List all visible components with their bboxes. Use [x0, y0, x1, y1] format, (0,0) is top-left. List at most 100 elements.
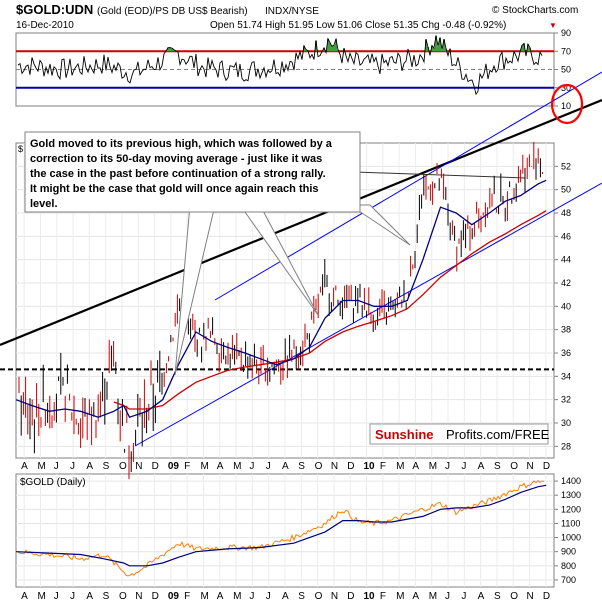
price-tick-label: 40 — [561, 301, 571, 311]
watermark: © StockCharts.com — [492, 5, 578, 16]
chg-down-icon: ▼ — [549, 21, 557, 30]
gold-tick-label: 1300 — [561, 490, 581, 500]
rsi-tick-label: 50 — [561, 65, 571, 75]
gold-x-tick-label: S — [494, 591, 501, 602]
price-tick-label: 52 — [561, 161, 571, 171]
gold-x-tick-label: J — [461, 591, 466, 602]
gold-x-tick-label: N — [331, 591, 338, 602]
gold-x-tick-label: F — [380, 591, 386, 602]
gold-x-tick-label: J — [249, 591, 254, 602]
gold-x-tick-label: S — [103, 591, 110, 602]
x-tick-label: M — [200, 461, 208, 472]
gold-x-tick-label: J — [445, 591, 450, 602]
gold-x-tick-label: J — [70, 591, 75, 602]
x-tick-label: J — [266, 461, 271, 472]
rsi-overbought-fill — [441, 50, 443, 51]
price-tick-label: 34 — [561, 371, 571, 381]
gold-x-tick-label: F — [184, 591, 190, 602]
gold-x-tick-label: A — [86, 591, 93, 602]
x-tick-label: M — [396, 461, 404, 472]
x-tick-label: A — [21, 461, 28, 472]
x-tick-label: M — [429, 461, 437, 472]
x-tick-label: S — [494, 461, 501, 472]
price-tick-label: 32 — [561, 395, 571, 405]
chart-date: 16-Dec-2010 — [16, 20, 74, 31]
chart-exchange: INDX/NYSE — [265, 6, 319, 17]
gold-tick-label: 1200 — [561, 504, 581, 514]
x-tick-label: J — [461, 461, 466, 472]
x-tick-label: M — [233, 461, 241, 472]
x-tick-label: J — [54, 461, 59, 472]
annotation-line-1: Gold moved to its previous high, which w… — [30, 138, 333, 150]
gold-tick-label: 700 — [561, 575, 576, 585]
x-tick-label: O — [119, 461, 127, 472]
gold-x-tick-label: D — [152, 591, 159, 602]
x-tick-label: A — [86, 461, 93, 472]
rsi-overbought-fill — [331, 46, 333, 51]
gold-tick-label: 1400 — [561, 476, 581, 486]
price-tick-label: 50 — [561, 185, 571, 195]
x-tick-label: A — [217, 461, 224, 472]
rsi-tick-label: 70 — [561, 46, 571, 56]
price-tick-label: 42 — [561, 278, 571, 288]
x-tick-label: N — [331, 461, 338, 472]
price-tick-label: 36 — [561, 348, 571, 358]
gold-x-tick-label: 10 — [364, 591, 376, 602]
x-tick-label: M — [37, 461, 45, 472]
branding-sunshine: Sunshine — [375, 427, 434, 442]
gold-x-tick-label: O — [510, 591, 518, 602]
annotation-line-4: It might be the case that gold will once… — [30, 183, 319, 195]
price-currency-label: $ — [18, 144, 23, 154]
x-tick-label: F — [380, 461, 386, 472]
rsi-overbought-fill — [437, 46, 439, 51]
x-tick-label: F — [184, 461, 190, 472]
chart-description: (Gold (EOD)/PS DB US$ Bearish) — [97, 6, 248, 17]
price-tick-label: 30 — [561, 418, 571, 428]
gold-panel-label: $GOLD (Daily) — [20, 477, 86, 488]
gold-x-tick-label: O — [119, 591, 127, 602]
x-tick-label: 10 — [364, 461, 376, 472]
annotation-line-2: correction to its 50-day moving average … — [30, 153, 322, 165]
gold-x-tick-label: A — [217, 591, 224, 602]
gold-tick-label: 800 — [561, 561, 576, 571]
x-tick-label: J — [249, 461, 254, 472]
gold-x-tick-label: 09 — [168, 591, 180, 602]
rsi-tick-label: 10 — [561, 101, 571, 111]
gold-x-tick-label: S — [298, 591, 305, 602]
gold-tick-label: 1100 — [561, 518, 580, 528]
x-tick-label: D — [543, 461, 550, 472]
gold-x-tick-label: M — [396, 591, 404, 602]
chart-symbol: $GOLD:UDN — [16, 2, 93, 17]
x-tick-label: J — [70, 461, 75, 472]
gold-x-tick-label: M — [233, 591, 241, 602]
gold-x-tick-label: J — [54, 591, 59, 602]
x-tick-label: D — [347, 461, 354, 472]
price-tick-label: 48 — [561, 208, 571, 218]
price-tick-label: 38 — [561, 325, 571, 335]
gold-x-tick-label: O — [315, 591, 323, 602]
x-tick-label: 09 — [168, 461, 180, 472]
x-tick-label: J — [445, 461, 450, 472]
annotation-line-5: level. — [30, 198, 58, 210]
x-tick-label: N — [135, 461, 142, 472]
gold-x-tick-label: M — [429, 591, 437, 602]
gold-x-tick-label: D — [543, 591, 550, 602]
price-tick-label: 28 — [561, 441, 571, 451]
price-tick-label: 44 — [561, 255, 571, 265]
quote-line: Open 51.74 High 51.95 Low 51.06 Close 51… — [210, 20, 506, 31]
gold-x-tick-label: A — [478, 591, 485, 602]
x-tick-label: A — [412, 461, 419, 472]
x-tick-label: S — [103, 461, 110, 472]
x-tick-label: A — [282, 461, 289, 472]
gold-x-tick-label: N — [135, 591, 142, 602]
rsi-tick-label: 90 — [561, 28, 571, 38]
gold-x-tick-label: M — [200, 591, 208, 602]
gold-x-tick-label: A — [412, 591, 419, 602]
gold-tick-label: 1000 — [561, 533, 581, 543]
x-tick-label: A — [478, 461, 485, 472]
x-tick-label: O — [315, 461, 323, 472]
gold-x-tick-label: D — [347, 591, 354, 602]
x-tick-label: D — [152, 461, 159, 472]
